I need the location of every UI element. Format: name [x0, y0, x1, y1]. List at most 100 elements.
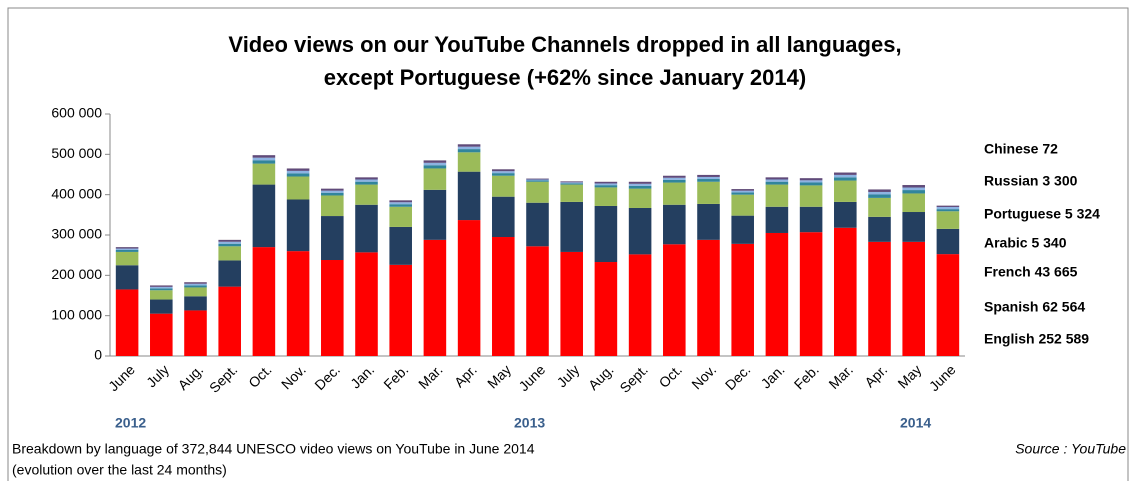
bar-segment: [731, 192, 754, 195]
bar-segment: [252, 163, 276, 185]
x-tick-label: Apr.: [451, 361, 480, 390]
bar-segment: [799, 232, 823, 356]
bar-segment: [252, 160, 276, 164]
x-tick-label: Mar.: [825, 361, 856, 392]
bar-segment: [150, 286, 173, 289]
bar-segment: [389, 202, 412, 205]
bar-segment: [355, 179, 378, 182]
x-tick-label: Nov.: [688, 361, 719, 392]
chart-title: except Portuguese (+62% since January 20…: [324, 65, 806, 90]
bar-segment: [594, 181, 618, 184]
bar-segment: [321, 188, 344, 191]
bar-segment: [457, 144, 481, 147]
bar-segment: [799, 178, 823, 181]
bar-segment: [731, 215, 754, 244]
bar-segment: [423, 165, 447, 169]
x-tick-label: Apr.: [861, 361, 890, 390]
bar-segment: [628, 188, 652, 208]
x-tick-label: Dec.: [311, 361, 343, 393]
y-tick-label: 100 000: [51, 306, 102, 322]
bar-segment: [731, 243, 754, 356]
frame: [7, 7, 1129, 481]
bar-segment: [868, 194, 891, 198]
bar-segment: [560, 201, 583, 252]
year-label: 2013: [514, 415, 545, 431]
bar-segment: [765, 181, 789, 185]
bar-segment: [150, 288, 173, 291]
x-tick-label: June: [515, 361, 548, 394]
bar-segment: [286, 251, 310, 356]
bar-segment: [663, 175, 686, 178]
x-tick-label: Feb.: [791, 361, 822, 392]
x-tick-label: June: [105, 361, 138, 394]
bar-segment: [765, 177, 789, 180]
bar-segment: [834, 177, 857, 181]
bar-segment: [868, 216, 891, 242]
x-tick-label: Feb.: [380, 361, 411, 392]
bar-segment: [321, 195, 344, 217]
bar-segment: [218, 241, 241, 244]
x-tick-label: Oct.: [245, 361, 274, 390]
bar-segment: [457, 152, 481, 172]
bar-segment: [355, 184, 378, 205]
x-tick-label: Aug.: [585, 361, 617, 393]
bar-segment: [594, 262, 618, 356]
bar-segment: [389, 226, 412, 265]
x-tick-label: May: [894, 361, 924, 391]
bar-segment: [936, 254, 960, 356]
bar-segment: [184, 310, 207, 356]
bar-segment: [423, 239, 447, 356]
bar-segment: [560, 182, 583, 184]
x-tick-label: July: [143, 361, 172, 390]
bar-segment: [697, 203, 720, 240]
bar-segment: [936, 205, 960, 207]
bar-segment: [457, 149, 481, 153]
bar-segment: [286, 173, 310, 177]
bar-segment: [834, 180, 857, 202]
bar-segment: [765, 232, 789, 356]
bar-segment: [594, 185, 618, 188]
bar-segment: [184, 296, 207, 311]
footnote: Breakdown by language of 372,844 UNESCO …: [12, 441, 535, 457]
bar-segment: [731, 194, 754, 216]
bar-segment: [389, 206, 412, 227]
x-tick-label: Dec.: [722, 361, 754, 393]
chart-title: Video views on our YouTube Channels drop…: [228, 32, 901, 57]
legend-label: English 252 589: [984, 331, 1089, 347]
bar-segment: [731, 189, 754, 191]
bar-segment: [765, 179, 789, 182]
bar-segment: [902, 212, 925, 242]
x-tick-label: July: [554, 361, 583, 390]
bar-segment: [218, 246, 241, 261]
x-tick-label: Aug.: [175, 361, 207, 393]
bar-segment: [321, 190, 344, 193]
bar-segment: [252, 184, 276, 248]
x-tick-label: Jan.: [347, 361, 377, 391]
bar-segment: [628, 183, 652, 186]
bar-segment: [834, 174, 857, 178]
bar-segment: [355, 181, 378, 185]
y-tick-label: 400 000: [51, 185, 102, 201]
bar-segment: [150, 313, 173, 356]
bar-segment: [492, 237, 515, 356]
bar-segment: [321, 260, 344, 356]
bar-segment: [321, 192, 344, 196]
bar-segment: [286, 199, 310, 252]
bar-segment: [389, 204, 412, 207]
bar-segment: [286, 176, 310, 200]
bar-segment: [628, 207, 652, 255]
bar-segment: [628, 254, 652, 356]
bar-segment: [526, 178, 549, 180]
bar-segment: [902, 241, 925, 356]
bar-segment: [799, 206, 823, 233]
legend-label: Spanish 62 564: [984, 299, 1085, 315]
bar-segment: [184, 283, 207, 286]
bar-segment: [834, 201, 857, 228]
bar-segment: [492, 169, 515, 172]
bar-segment: [765, 206, 789, 233]
y-tick-label: 500 000: [51, 145, 102, 161]
y-tick-label: 300 000: [51, 226, 102, 242]
x-tick-label: Sept.: [616, 361, 650, 395]
bar-segment: [799, 182, 823, 186]
